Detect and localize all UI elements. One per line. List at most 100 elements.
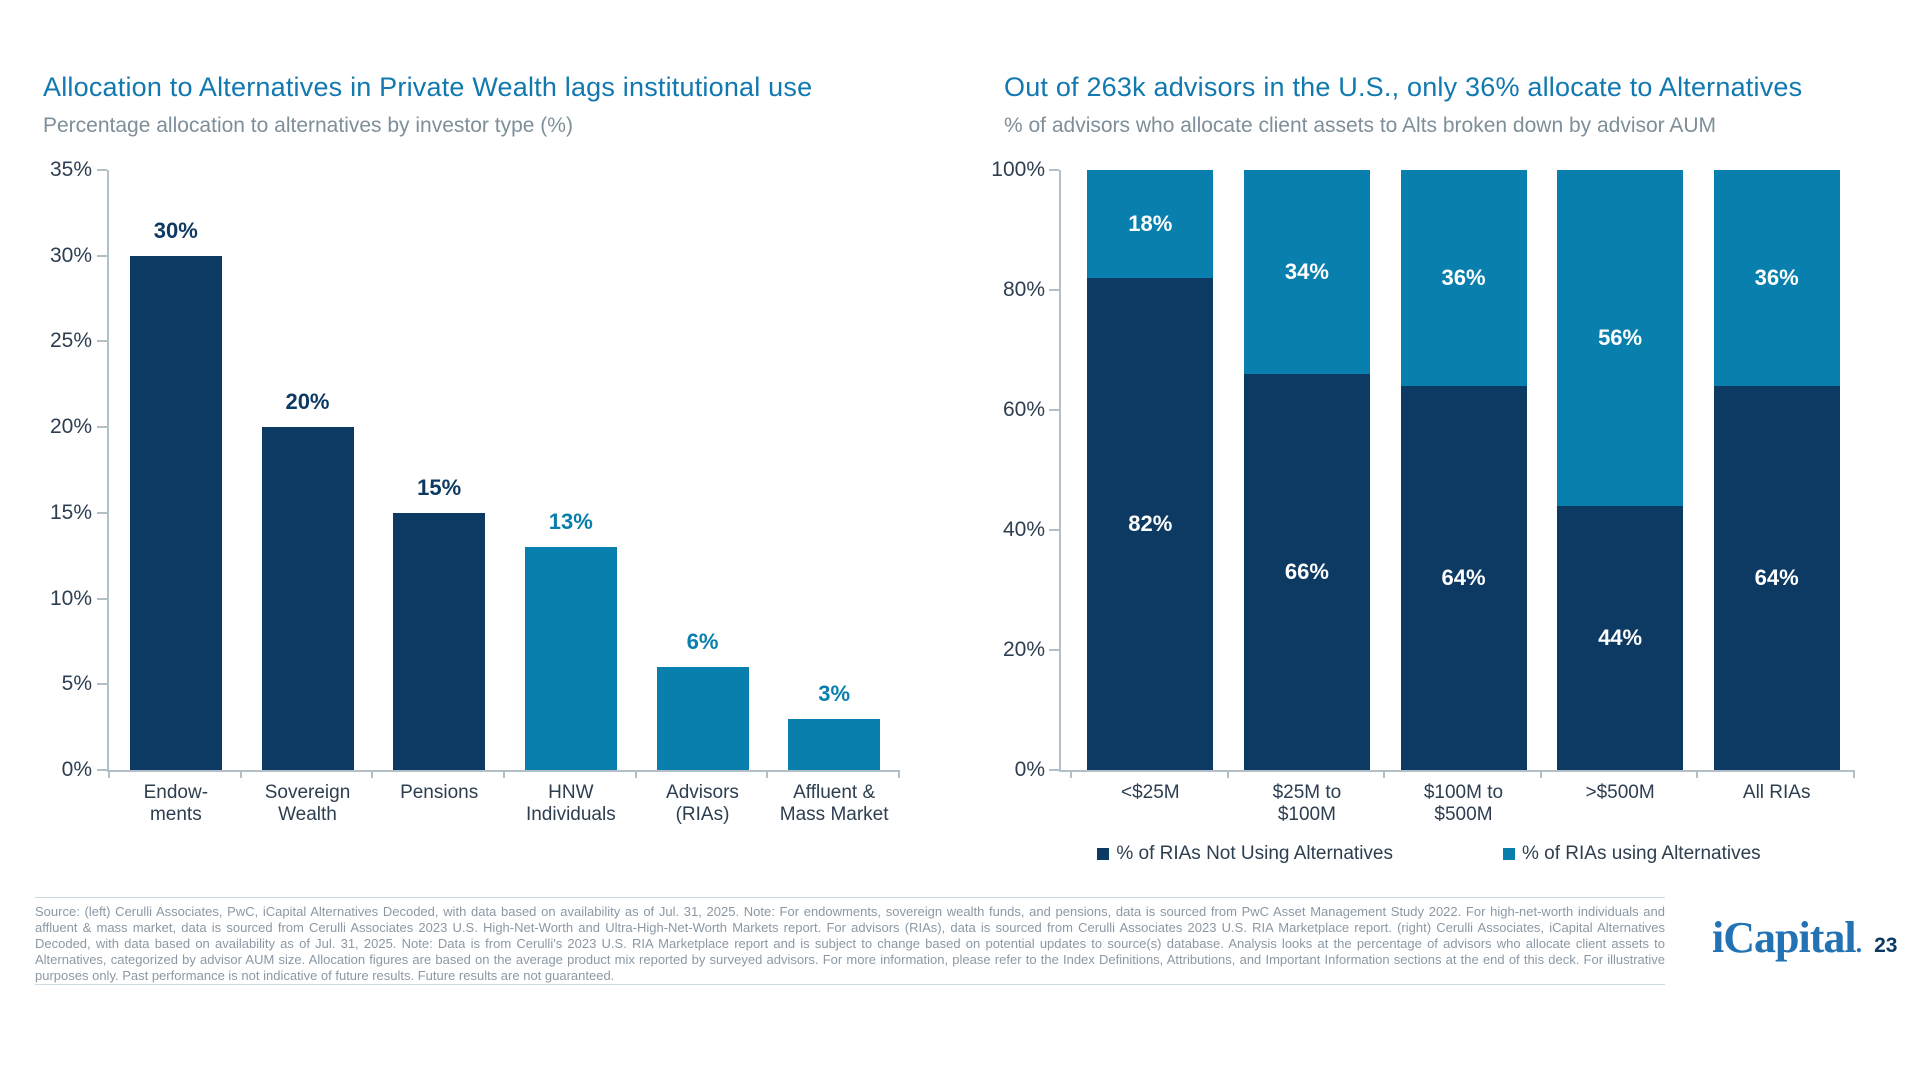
right-y-tick-label: 0% [1014,758,1045,781]
right-bar-1-light-segment [1243,170,1370,374]
right-x-tick [1226,770,1229,778]
left-bar-1 [261,427,354,770]
left-bar-4 [656,667,749,770]
left-y-tick-label: 5% [61,672,92,696]
left-x-tick [503,770,505,778]
right-bar-3-light-label: 56% [1598,325,1643,350]
right-y-tick [1049,289,1059,291]
left-bar-value-5: 3% [818,680,851,706]
right-y-tick-label: 80% [1002,278,1045,301]
right-chart-subtitle: % of advisors who allocate client assets… [1004,114,1717,137]
left-y-tick-label: 25% [49,329,92,353]
left-bar-3 [524,547,617,770]
left-y-tick [97,426,107,429]
left-y-tick [97,340,107,343]
right-bar-1-light-label: 34% [1284,259,1329,284]
right-x-category-3: >$500M [1585,782,1655,803]
legend-swatch-light [1503,848,1515,860]
left-x-category-3: HNW Individuals [525,782,616,825]
icapital-logo-dot: . [1855,929,1863,958]
right-x-category-1: $25M to $100M [1272,782,1342,825]
left-x-tick [371,770,374,778]
right-bar-4-light-segment [1713,170,1840,386]
left-bar-value-3: 13% [548,509,593,535]
right-x-category-2: $100M to $500M [1423,782,1504,825]
left-y-tick [97,597,107,600]
legend-label-0: % of RIAs Not Using Alternatives [1116,843,1393,864]
left-y-tick-label: 30% [49,243,92,267]
left-x-tick [634,770,637,778]
left-y-tick [97,169,107,171]
right-y-tick [1049,409,1059,411]
right-chart-title: Out of 263k advisors in the U.S., only 3… [1004,72,1803,102]
page-number: 23 [1874,934,1898,957]
right-bar-1-dark-segment [1243,374,1370,770]
left-y-tick-label: 15% [49,500,92,524]
right-x-category-0: <$25M [1120,782,1180,803]
right-y-tick-label: 60% [1002,398,1045,421]
left-y-tick-label: 10% [49,586,92,610]
left-y-axis-line [107,170,109,770]
left-bar-value-4: 6% [686,629,719,655]
right-bar-3-light-segment [1557,170,1684,506]
legend-swatch-dark [1097,848,1110,860]
left-y-tick [97,254,107,257]
left-bar-value-2: 15% [417,474,462,500]
left-y-tick [97,511,107,514]
right-bar-4-dark-label: 64% [1754,565,1799,590]
left-x-category-0: Endow-ments [143,782,209,825]
left-x-category-2: Pensions [400,782,479,803]
right-y-tick [1049,649,1059,651]
right-y-tick-label: 20% [1002,638,1045,661]
right-bar-3-dark-segment [1557,506,1684,770]
footer-top-rule [35,897,1665,898]
right-bar-0-dark-label: 82% [1128,511,1173,536]
right-bar-3-dark-label: 44% [1598,625,1643,650]
right-y-axis-line [1059,170,1061,770]
right-x-tick [1070,770,1072,778]
left-y-tick-label: 20% [49,415,92,439]
legend-label-1: % of RIAs using Alternatives [1522,843,1761,864]
left-y-tick-label: 0% [61,758,92,781]
right-bar-0-light-label: 18% [1128,211,1173,236]
right-y-tick-label: 40% [1002,518,1045,541]
left-y-tick [97,769,107,771]
left-x-category-5: Affluent & Mass Market [779,782,889,825]
left-chart-title: Allocation to Alternatives in Private We… [43,72,813,102]
right-bar-2-dark-segment [1400,386,1527,770]
right-bar-1-dark-label: 66% [1284,559,1329,584]
right-bar-2-dark-label: 64% [1441,565,1486,590]
right-y-tick [1049,169,1059,171]
right-bar-2-light-segment [1400,170,1527,386]
icapital-logo-text: iCapital [1712,913,1857,962]
left-x-tick [239,770,242,778]
right-chart-legend: % of RIAs Not Using Alternatives % of RIA… [1004,843,1854,865]
right-x-tick [1853,770,1855,778]
left-bar-5 [788,718,881,770]
footer-bottom-rule [35,984,1665,985]
left-y-tick-label: 35% [49,158,92,181]
left-chart-subtitle: Percentage allocation to alternatives by… [43,114,573,137]
icapital-logo: iCapital . 23 [1712,912,1897,963]
footer-source-text: Source: (left) Cerulli Associates, PwC, … [35,904,1665,983]
right-x-tick [1696,770,1699,778]
legend-item-0: % of RIAs Not Using Alternatives [1097,843,1393,865]
left-y-tick [97,683,107,686]
right-bar-4-dark-segment [1713,386,1840,770]
left-bar-0 [129,255,222,770]
left-x-category-4: Advisors (RIAs) [666,782,739,825]
right-bar-0-dark-segment [1087,278,1214,770]
left-bar-value-1: 20% [285,389,330,415]
legend-item-1: % of RIAs using Alternatives [1503,843,1761,865]
right-y-tick-label: 100% [991,158,1045,181]
right-x-tick [1539,770,1542,778]
right-x-axis-line [1059,770,1855,772]
right-y-tick [1049,529,1059,531]
left-bar-2 [393,512,486,770]
left-bar-value-0: 30% [153,217,198,243]
left-x-category-1: Sovereign Wealth [264,782,351,825]
left-x-tick [108,770,110,778]
right-y-tick [1049,769,1059,771]
left-x-tick [766,770,769,778]
right-bar-0-light-segment [1087,170,1214,278]
